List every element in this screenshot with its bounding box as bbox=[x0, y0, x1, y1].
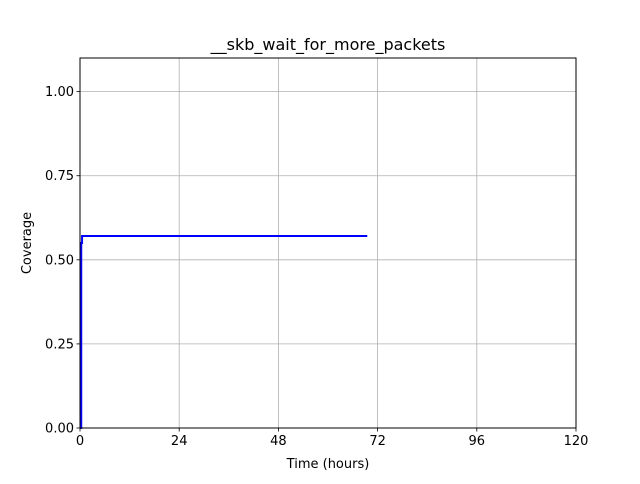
y-tick-label: 0.00 bbox=[45, 422, 74, 437]
x-tick-label: 120 bbox=[564, 434, 589, 449]
plot-frame bbox=[79, 57, 577, 429]
x-tick-label: 0 bbox=[76, 434, 84, 449]
y-axis-label: Coverage bbox=[20, 212, 35, 274]
y-tick-label: 0.50 bbox=[45, 253, 74, 268]
axis-ticks: 0 24 48 72 96 120 0.00 0.25 0.50 0.75 1.00 bbox=[45, 85, 588, 449]
chart-title: __skb_wait_for_more_packets bbox=[210, 35, 446, 55]
x-axis-label: Time (hours) bbox=[286, 457, 370, 472]
x-tick-label: 96 bbox=[469, 434, 486, 449]
x-tick-label: 24 bbox=[171, 434, 188, 449]
y-tick-label: 0.25 bbox=[45, 337, 74, 352]
x-tick-label: 72 bbox=[369, 434, 386, 449]
y-tick-label: 1.00 bbox=[45, 85, 74, 100]
y-tick-label: 0.75 bbox=[45, 169, 74, 184]
x-tick-label: 48 bbox=[270, 434, 287, 449]
